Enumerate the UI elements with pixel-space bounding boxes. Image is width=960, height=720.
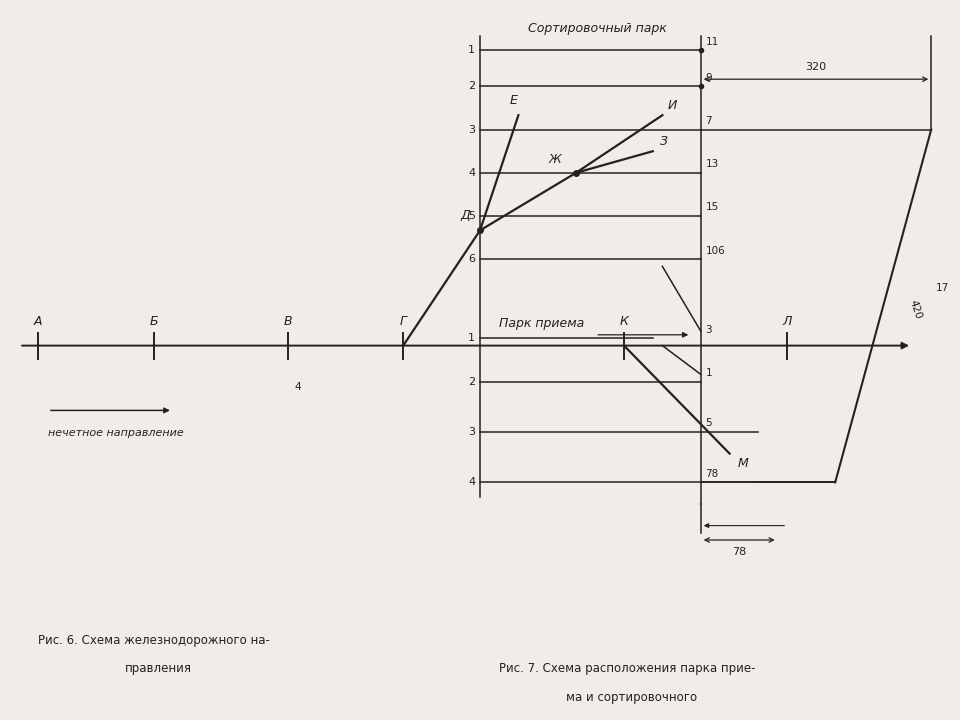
Text: 78: 78 [706, 469, 719, 479]
Text: И: И [667, 99, 677, 112]
Text: 5: 5 [468, 211, 475, 221]
Text: ма и сортировочного: ма и сортировочного [566, 691, 698, 704]
Text: М: М [737, 457, 748, 470]
Text: 7: 7 [706, 116, 712, 126]
Text: 11: 11 [706, 37, 719, 47]
Text: Рис. 7. Схема расположения парка прие-: Рис. 7. Схема расположения парка прие- [499, 662, 756, 675]
Text: 3: 3 [468, 427, 475, 437]
Text: 2: 2 [468, 377, 475, 387]
Text: 4: 4 [295, 382, 300, 392]
Text: правления: правления [125, 662, 192, 675]
Text: 3: 3 [706, 325, 712, 335]
Text: 420: 420 [907, 299, 923, 320]
Text: 106: 106 [706, 246, 726, 256]
Text: Л: Л [782, 315, 792, 328]
Text: 2: 2 [468, 81, 475, 91]
Text: 4: 4 [468, 477, 475, 487]
Text: 13: 13 [706, 159, 719, 169]
Text: Рис. 6. Схема железнодорожного на-: Рис. 6. Схема железнодорожного на- [38, 634, 271, 647]
Text: 1: 1 [468, 333, 475, 343]
Text: К: К [619, 315, 629, 328]
Text: нечетное направление: нечетное направление [48, 428, 183, 438]
Text: А: А [35, 315, 42, 328]
Text: 320: 320 [805, 62, 827, 72]
Text: 4: 4 [468, 168, 475, 178]
Text: Сортировочный парк: Сортировочный парк [528, 22, 667, 35]
Text: 9: 9 [706, 73, 712, 83]
Text: Г: Г [399, 315, 407, 328]
Text: Д: Д [461, 209, 470, 222]
Text: 1: 1 [706, 368, 712, 378]
Text: 15: 15 [706, 202, 719, 212]
Text: З: З [660, 135, 668, 148]
Text: 3: 3 [468, 125, 475, 135]
Text: Парк приема: Парк приема [499, 318, 585, 330]
Text: Б: Б [150, 315, 157, 328]
Text: 17: 17 [936, 283, 949, 293]
Text: 5: 5 [706, 418, 712, 428]
Text: Е: Е [510, 94, 517, 107]
Text: Ж: Ж [549, 153, 562, 166]
Text: 1: 1 [468, 45, 475, 55]
Text: 78: 78 [732, 547, 746, 557]
Text: 6: 6 [468, 254, 475, 264]
Text: В: В [284, 315, 292, 328]
